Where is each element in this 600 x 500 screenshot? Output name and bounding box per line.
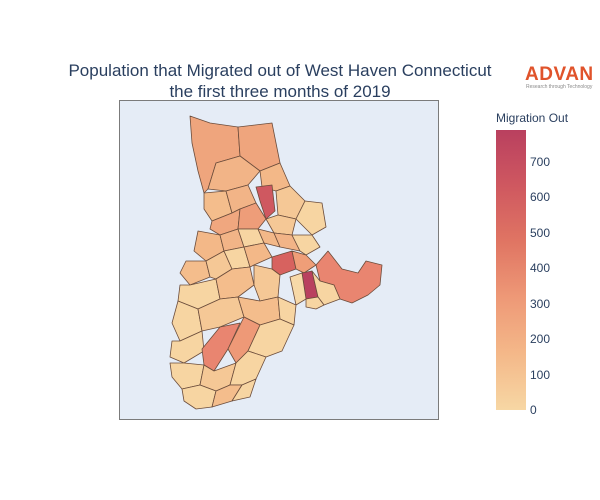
- colorbar-tick-label: 500: [530, 225, 551, 240]
- colorbar-tick-label: 100: [530, 367, 551, 382]
- tract-high-north[interactable]: [255, 184, 276, 220]
- chart-title-line-1: Population that Migrated out of West Hav…: [68, 61, 492, 80]
- chart-title: Population that Migrated out of West Hav…: [20, 60, 540, 102]
- colorbar-tick-label: 0: [530, 403, 537, 417]
- advan-logo: ADVAN Research through Technology: [525, 64, 597, 92]
- logo-tagline: Research through Technology: [526, 84, 593, 90]
- tract-south-tip-3[interactable]: [231, 378, 257, 402]
- tract-upper-band-5[interactable]: [291, 234, 321, 256]
- colorbar-tick-label: 200: [530, 332, 551, 347]
- tract-north-south-2[interactable]: [237, 202, 267, 230]
- colorbar-tick-label: 600: [530, 190, 551, 205]
- colorbar-title: Migration Out: [496, 111, 569, 125]
- tract-mid-west-1[interactable]: [179, 260, 211, 286]
- colorbar-tick-label: 300: [530, 296, 551, 311]
- tract-high-mid[interactable]: [271, 250, 297, 276]
- colorbar-tick-label: 400: [530, 261, 551, 276]
- tract-mid-center-2[interactable]: [243, 242, 273, 268]
- tract-mid-east-1[interactable]: [291, 250, 317, 274]
- colorbar-gradient: [496, 130, 526, 410]
- colorbar: [496, 130, 526, 410]
- chart-title-line-2: the first three months of 2019: [169, 82, 391, 101]
- tract-north-south-3[interactable]: [265, 214, 297, 236]
- tract-east-light-1[interactable]: [295, 200, 327, 236]
- choropleth-map[interactable]: [120, 101, 440, 421]
- map-frame[interactable]: [119, 100, 439, 420]
- colorbar-tick-label: 700: [530, 154, 551, 169]
- tract-small-south[interactable]: [305, 296, 325, 310]
- logo-wordmark: ADVAN: [525, 64, 594, 85]
